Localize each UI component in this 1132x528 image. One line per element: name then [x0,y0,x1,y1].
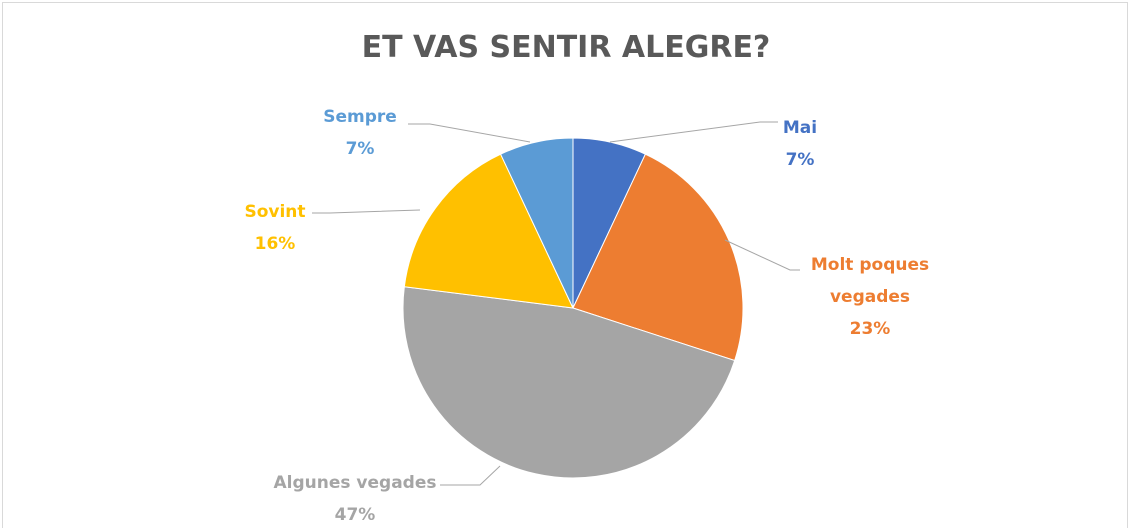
value-label: 7% [785,150,815,170]
value-label: 16% [254,234,296,254]
leader-line [408,123,531,143]
slice-label: Mai 7% [740,112,860,176]
pie-slice [402,286,736,479]
pie-slice [499,137,574,309]
slice-label: Molt poques vegades 23% [785,249,955,345]
pie-slice [572,153,744,362]
value-label: 7% [345,139,375,159]
leader-line [440,465,501,486]
category-label: Molt poques vegades [810,255,930,307]
leader-line [609,121,778,143]
category-label: Mai [782,118,818,138]
pie-slice [403,153,574,309]
value-label: 47% [334,505,376,525]
leader-line [724,239,800,271]
value-label: 23% [849,319,891,339]
leader-lines [312,121,800,486]
category-label: Algunes vegades [273,473,437,493]
category-label: Sempre [323,107,397,127]
slice-label: Sempre 7% [300,101,420,165]
chart-title: ET VAS SENTIR ALEGRE? [361,30,771,65]
slice-label: Sovint 16% [215,196,335,260]
leader-line [312,209,421,214]
slice-label: Algunes vegades 47% [245,467,465,528]
category-label: Sovint [244,202,306,222]
